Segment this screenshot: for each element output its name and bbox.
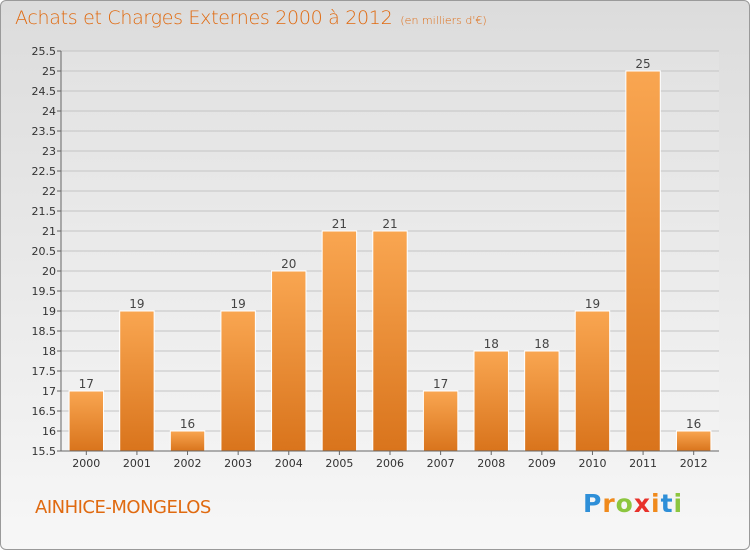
bar-value-label: 21: [332, 217, 347, 231]
x-tick-label: 2001: [123, 457, 151, 470]
x-tick-label: 2011: [629, 457, 657, 470]
bar-2004: [271, 270, 307, 452]
y-axis-tick-labels: 15.5 16 16.5 17 17.5 18 18.5 19 19.5 20 20.5 21 21.5…: [32, 45, 57, 458]
bar-2007: [422, 390, 459, 452]
bar-value-label: 16: [686, 417, 701, 431]
bar-2008: [473, 350, 509, 452]
x-tick-label: 2006: [376, 457, 404, 470]
bar-value-label: 16: [180, 417, 195, 431]
bar-2011: [625, 70, 661, 452]
bar-value-label: 20: [281, 257, 296, 271]
x-tick-label: 2012: [680, 457, 708, 470]
bar-2010: [574, 310, 611, 452]
bar-2001: [119, 310, 155, 452]
logo-letter: o: [615, 489, 634, 518]
chart-subtitle: (en milliers d'€): [400, 14, 487, 27]
bar-2006: [372, 230, 408, 452]
logo-letter: x: [633, 489, 651, 518]
logo-letter: i: [673, 489, 684, 518]
bar-value-label: 25: [635, 57, 650, 71]
x-tick-label: 2009: [528, 457, 556, 470]
bar-2003: [220, 310, 256, 452]
y-tick-label: 20.5: [32, 245, 57, 258]
bar-2000: [68, 390, 105, 452]
logo-letter: t: [660, 489, 674, 518]
x-tick-label: 2007: [427, 457, 455, 470]
y-tick-label: 18: [42, 345, 56, 358]
bar-value-label: 18: [484, 337, 499, 351]
bar-2005: [321, 230, 358, 452]
y-tick-label: 22.5: [32, 165, 57, 178]
y-tick-label: 24: [42, 105, 56, 118]
x-tick-label: 2003: [224, 457, 252, 470]
y-tick-label: 15.5: [32, 445, 57, 458]
bar-value-label: 19: [585, 297, 600, 311]
y-tick-label: 16.5: [32, 405, 57, 418]
bar-value-label: 17: [433, 377, 448, 391]
y-tick-label: 23.5: [32, 125, 57, 138]
x-tick-label: 2005: [325, 457, 353, 470]
y-tick-label: 25: [42, 65, 56, 78]
y-tick-label: 21.5: [32, 205, 57, 218]
bar-value-labels: 17 19 16 19 20 21 21 17 18 18 19 25 16: [79, 57, 702, 431]
chart-title: Achats et Charges Externes 2000 à 2012 (e…: [15, 7, 487, 29]
y-tick-label: 19.5: [32, 285, 57, 298]
x-tick-label: 2010: [578, 457, 606, 470]
bar-value-label: 19: [231, 297, 246, 311]
y-tick-label: 16: [42, 425, 56, 438]
bar-value-label: 21: [382, 217, 397, 231]
bar-2009: [524, 350, 560, 452]
x-axis-tick-labels: 2000 2001 2002 2003 2004 2005 2006 2007 2008 2009…: [72, 457, 707, 470]
y-tick-label: 21: [42, 225, 56, 238]
y-tick-label: 23: [42, 145, 56, 158]
bars: [68, 70, 712, 452]
chart-title-text: Achats et Charges Externes 2000 à 2012: [15, 7, 393, 29]
proxiti-logo: Proxiti: [583, 489, 683, 518]
bar-value-label: 17: [79, 377, 94, 391]
y-tick-label: 17.5: [32, 365, 57, 378]
logo-letter: r: [602, 489, 616, 518]
y-tick-label: 17: [42, 385, 56, 398]
commune-name: AINHICE-MONGELOS: [35, 497, 211, 518]
bar-2012: [675, 430, 712, 452]
y-tick-label: 22: [42, 185, 56, 198]
logo-letter: i: [651, 489, 661, 518]
bar-value-label: 19: [129, 297, 144, 311]
bar-2002: [169, 430, 206, 452]
x-tick-label: 2008: [477, 457, 505, 470]
x-tick-label: 2004: [275, 457, 303, 470]
y-tick-label: 20: [42, 265, 56, 278]
y-tick-label: 24.5: [32, 85, 57, 98]
axes: [57, 50, 719, 455]
y-tick-label: 19: [42, 305, 56, 318]
y-tick-label: 18.5: [32, 325, 57, 338]
x-tick-label: 2000: [72, 457, 100, 470]
x-tick-label: 2002: [174, 457, 202, 470]
y-tick-label: 25.5: [32, 45, 57, 58]
logo-letter: P: [583, 489, 603, 518]
bar-value-label: 18: [534, 337, 549, 351]
